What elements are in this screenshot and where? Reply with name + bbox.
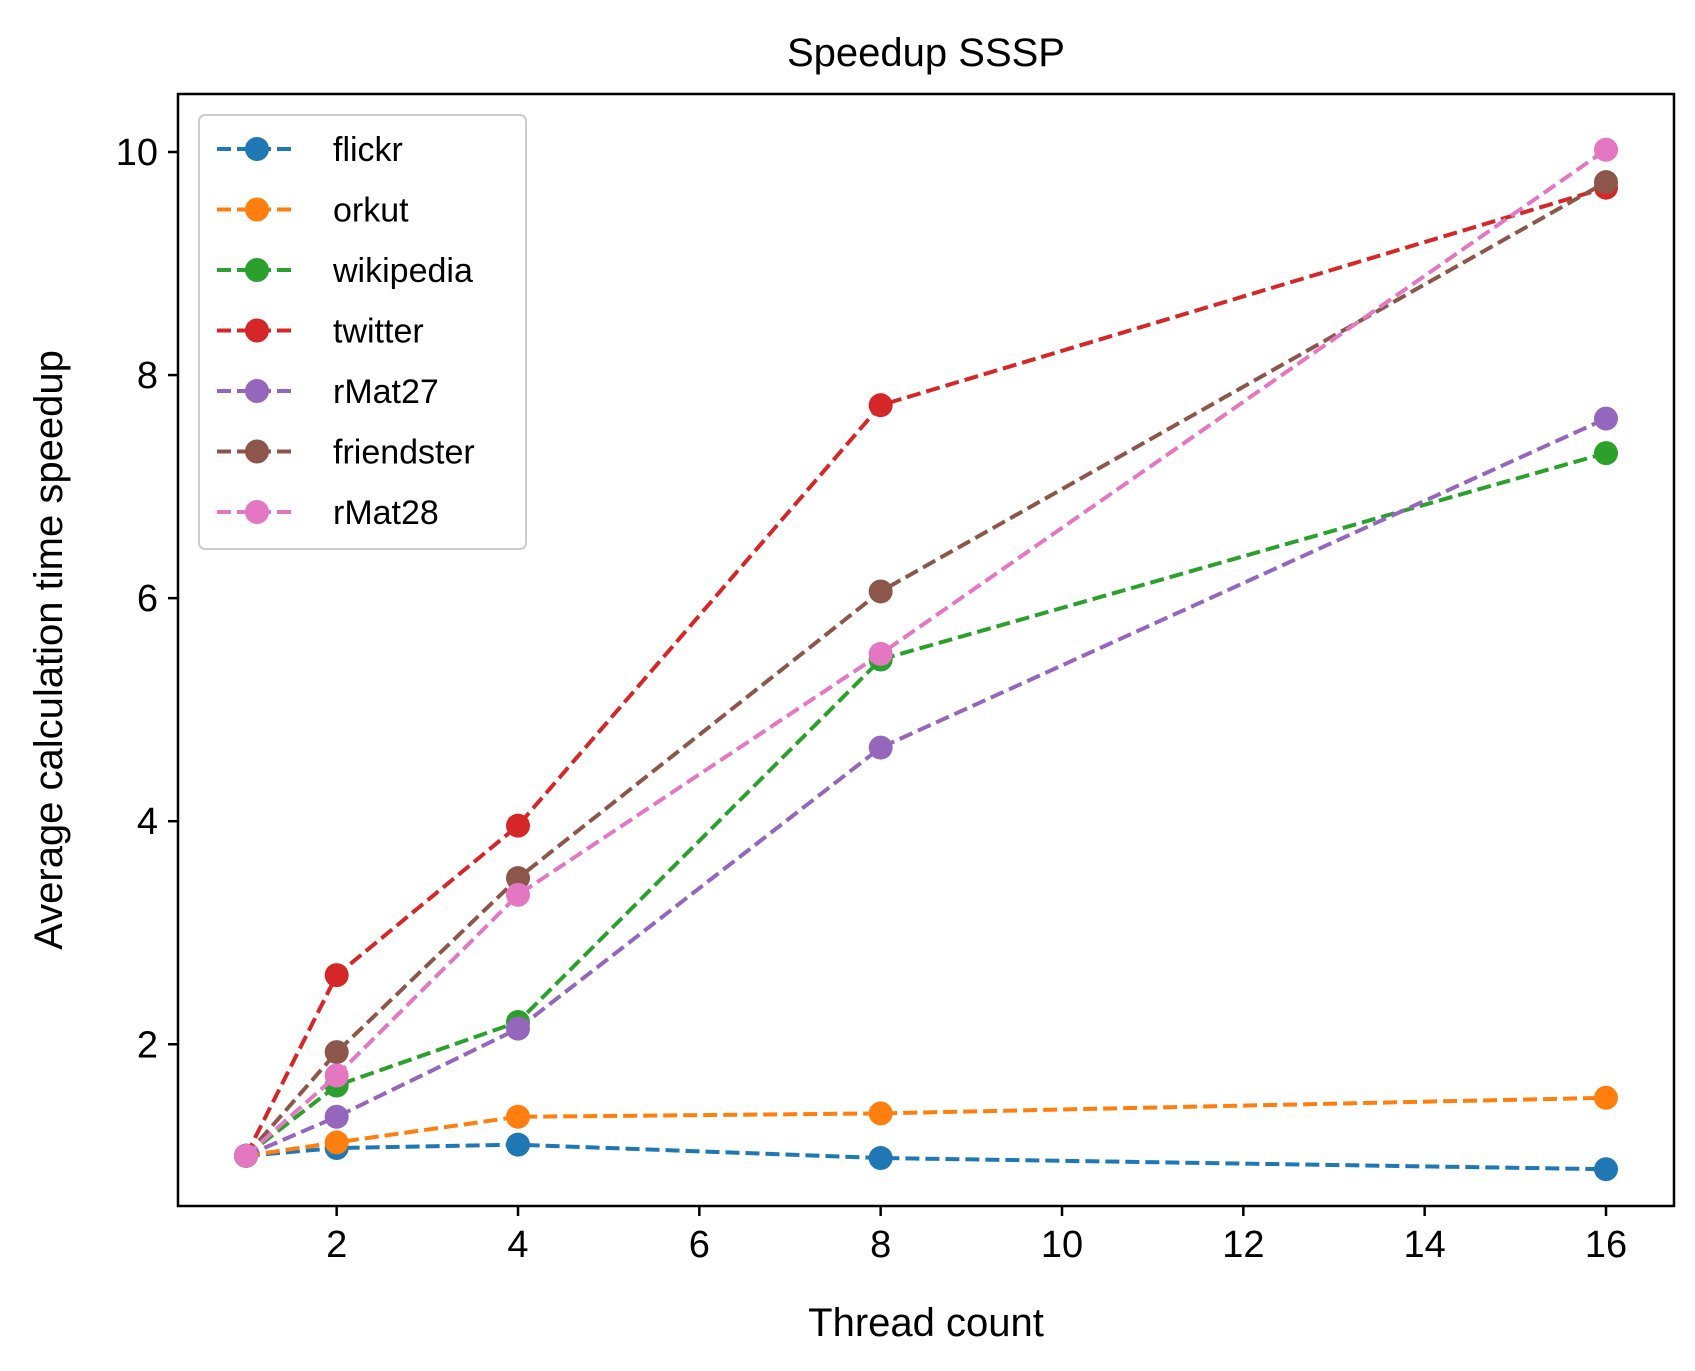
legend-marker xyxy=(245,197,269,222)
legend-label: rMat28 xyxy=(333,494,439,532)
x-tick-label: 10 xyxy=(1041,1224,1083,1266)
data-point xyxy=(868,579,893,604)
legend-entry-twitter: twitter xyxy=(217,313,424,351)
data-point xyxy=(506,1016,530,1041)
data-point xyxy=(868,1101,893,1126)
legend-entry-rmat27: rMat27 xyxy=(217,373,439,411)
data-point xyxy=(868,641,893,666)
legend-entry-orkut: orkut xyxy=(217,192,409,230)
data-point xyxy=(324,1104,349,1129)
legend-marker xyxy=(245,379,269,403)
data-point xyxy=(1594,1157,1618,1182)
data-point xyxy=(324,1130,349,1155)
x-tick-label: 16 xyxy=(1585,1224,1627,1266)
y-axis-ticks: 2 4 6 8 10 xyxy=(116,132,178,1066)
x-axis-ticks: 2 4 6 8 10 12 14 16 xyxy=(326,1206,1627,1266)
legend-box xyxy=(198,114,527,550)
series-line xyxy=(245,1095,1607,1158)
data-point xyxy=(506,1132,530,1157)
legend-marker xyxy=(245,137,269,161)
plot-area-frame xyxy=(176,92,1676,1208)
legend-label: twitter xyxy=(333,313,424,351)
data-point xyxy=(1594,406,1618,431)
x-tick-label: 4 xyxy=(507,1224,528,1266)
data-point xyxy=(1594,1085,1618,1110)
x-tick-label: 2 xyxy=(326,1224,347,1266)
x-axis-label: Thread count xyxy=(808,1301,1044,1345)
data-point xyxy=(506,882,530,907)
data-point xyxy=(868,393,893,418)
legend-entry-rmat28: rMat28 xyxy=(217,494,439,532)
legend-entry-friendster: friendster xyxy=(217,434,475,472)
legend-label: wikipedia xyxy=(332,252,473,290)
data-point xyxy=(324,1063,349,1088)
data-point xyxy=(506,1104,530,1129)
data-point xyxy=(1594,137,1618,162)
y-tick-label: 4 xyxy=(137,801,158,843)
legend-entry-flickr: flickr xyxy=(217,131,403,169)
legend-label: flickr xyxy=(333,131,403,169)
data-point xyxy=(506,866,530,891)
data-point xyxy=(1594,441,1618,466)
series-line xyxy=(244,148,1608,1158)
legend-label: rMat27 xyxy=(333,373,439,411)
legend-marker xyxy=(245,258,269,282)
legend-marker xyxy=(245,318,269,343)
x-tick-label: 8 xyxy=(870,1224,891,1266)
data-point xyxy=(324,1040,349,1065)
legend: flickr orkut wikipedia twitter rMat27 friends… xyxy=(198,114,527,550)
legend-marker xyxy=(245,439,269,464)
data-point xyxy=(868,1146,893,1171)
y-tick-label: 6 xyxy=(137,578,158,620)
y-tick-label: 2 xyxy=(137,1024,158,1066)
data-point xyxy=(506,813,530,838)
x-tick-label: 14 xyxy=(1404,1224,1446,1266)
series-rmat28 xyxy=(234,137,1618,1168)
series-line xyxy=(244,185,1607,1157)
data-point xyxy=(234,1143,258,1168)
legend-label: orkut xyxy=(333,192,409,230)
chart-title: Speedup SSSP xyxy=(787,31,1065,75)
y-axis-label: Average calculation time speedup xyxy=(27,350,71,950)
y-tick-label: 8 xyxy=(137,355,158,397)
data-point xyxy=(868,735,893,760)
x-tick-label: 6 xyxy=(689,1224,710,1266)
axes-layer xyxy=(176,92,1676,1208)
legend-marker xyxy=(245,500,269,524)
series-layer xyxy=(234,137,1618,1182)
legend-entry-wikipedia: wikipedia xyxy=(217,252,473,290)
data-point xyxy=(1594,170,1618,195)
x-tick-label: 12 xyxy=(1222,1224,1264,1266)
y-tick-label: 10 xyxy=(116,132,158,174)
legend-label: friendster xyxy=(333,434,475,472)
data-point xyxy=(324,963,349,988)
